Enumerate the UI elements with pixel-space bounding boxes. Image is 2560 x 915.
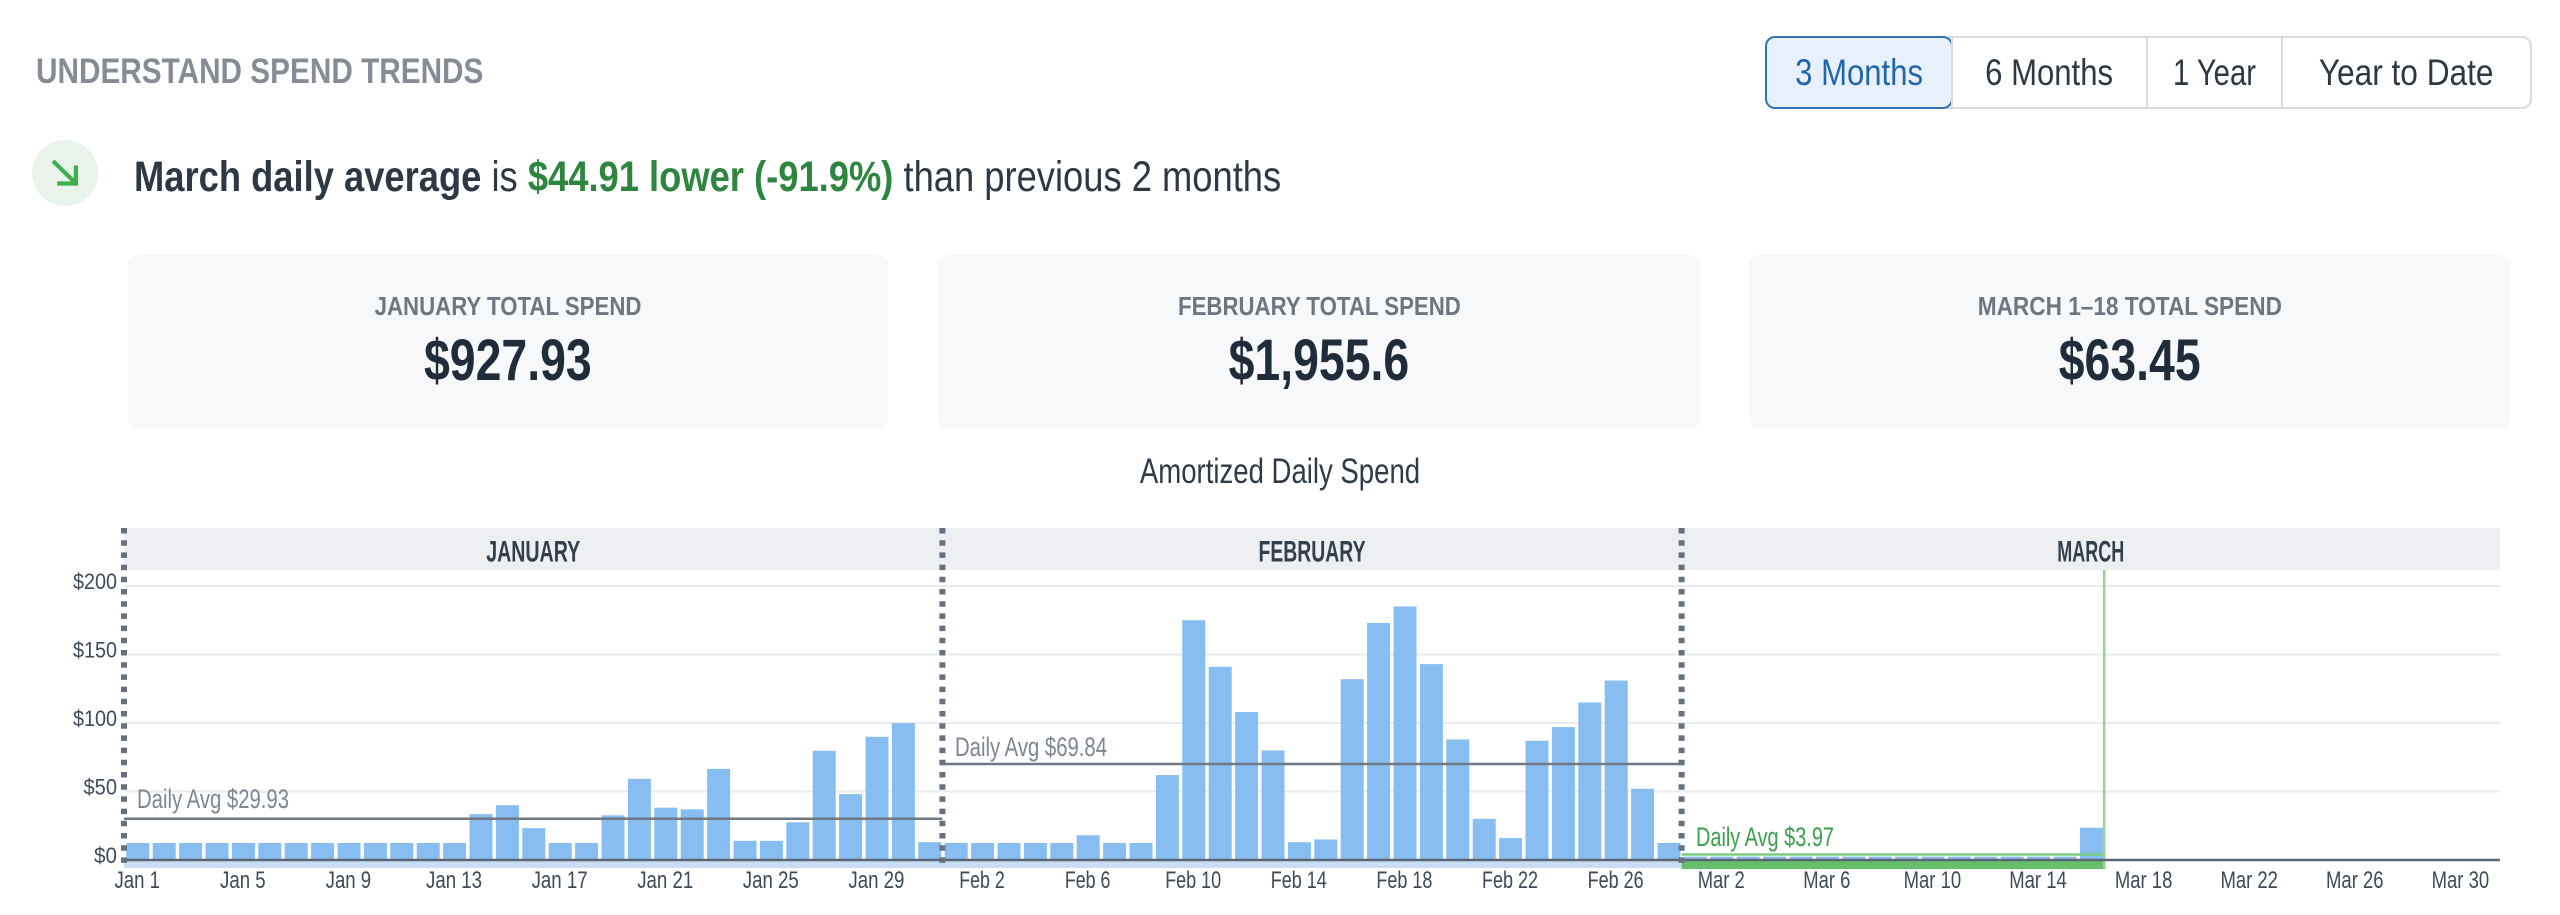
- svg-text:$150: $150: [73, 638, 117, 663]
- svg-text:Daily Avg $69.84: Daily Avg $69.84: [955, 732, 1107, 762]
- svg-text:Mar 10: Mar 10: [1904, 867, 1962, 894]
- svg-text:Feb 26: Feb 26: [1588, 867, 1644, 894]
- svg-text:Feb 22: Feb 22: [1482, 867, 1538, 894]
- svg-text:FEBRUARY: FEBRUARY: [1259, 536, 1366, 569]
- svg-text:Mar 14: Mar 14: [2009, 867, 2067, 894]
- svg-text:Jan 21: Jan 21: [637, 867, 693, 894]
- svg-text:Jan 29: Jan 29: [848, 867, 904, 894]
- svg-text:Feb 18: Feb 18: [1376, 867, 1432, 894]
- svg-text:Mar 2: Mar 2: [1698, 867, 1745, 894]
- svg-text:$0: $0: [94, 843, 117, 868]
- svg-text:Jan 9: Jan 9: [326, 867, 372, 894]
- svg-text:Mar 6: Mar 6: [1803, 867, 1850, 894]
- svg-text:Daily Avg $29.93: Daily Avg $29.93: [137, 784, 289, 814]
- svg-text:Feb 6: Feb 6: [1065, 867, 1111, 894]
- svg-text:Jan 13: Jan 13: [426, 867, 482, 894]
- svg-text:JANUARY: JANUARY: [486, 536, 580, 569]
- svg-text:Mar 26: Mar 26: [2326, 867, 2384, 894]
- svg-text:Jan 25: Jan 25: [743, 867, 799, 894]
- svg-text:MARCH: MARCH: [2057, 536, 2124, 569]
- svg-text:Jan 1: Jan 1: [114, 867, 160, 894]
- svg-text:Feb 2: Feb 2: [959, 867, 1005, 894]
- svg-text:Feb 10: Feb 10: [1165, 867, 1221, 894]
- svg-text:Daily Avg $3.97: Daily Avg $3.97: [1696, 822, 1834, 852]
- svg-text:$100: $100: [73, 706, 117, 731]
- svg-text:$200: $200: [73, 569, 117, 594]
- svg-text:Jan 5: Jan 5: [220, 867, 266, 894]
- svg-text:Mar 18: Mar 18: [2115, 867, 2173, 894]
- svg-text:$50: $50: [84, 775, 118, 800]
- svg-text:Feb 14: Feb 14: [1271, 867, 1327, 894]
- svg-text:Mar 30: Mar 30: [2432, 867, 2490, 894]
- svg-text:Mar 22: Mar 22: [2220, 867, 2278, 894]
- svg-text:Jan 17: Jan 17: [532, 867, 588, 894]
